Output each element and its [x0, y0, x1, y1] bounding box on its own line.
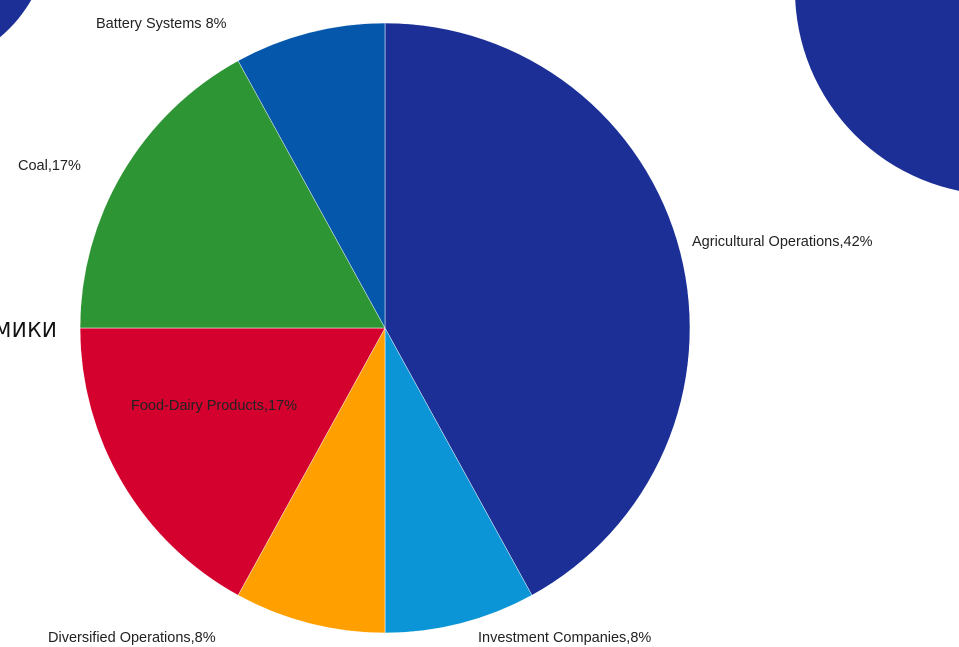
- background-circle-left: [0, 0, 32, 38]
- slice-label-battery: Battery Systems 8%: [96, 16, 227, 32]
- pie-slice-coal: [79, 60, 386, 329]
- background-circles: [0, 0, 959, 191]
- background-circle-right: [795, 0, 959, 191]
- pie-slice-diversified: [237, 327, 386, 634]
- pie-slice-investment: [384, 327, 533, 634]
- slice-label-coal: Coal,17%: [18, 158, 81, 174]
- slice-labels: Agricultural Operations,42% Investment Co…: [18, 16, 873, 646]
- slice-label-investment: Investment Companies,8%: [478, 630, 651, 646]
- cropped-background-text: МИКИ: [0, 318, 58, 342]
- pie-slice-agricultural: [384, 22, 691, 596]
- slice-label-agricultural: Agricultural Operations,42%: [692, 234, 873, 250]
- pie-slice-battery: [237, 22, 386, 329]
- pie-slices: [79, 22, 691, 634]
- slice-label-food-dairy: Food-Dairy Products,17%: [131, 398, 297, 414]
- pie-slice-food-dairy: [79, 327, 386, 596]
- slice-label-diversified: Diversified Operations,8%: [48, 630, 216, 646]
